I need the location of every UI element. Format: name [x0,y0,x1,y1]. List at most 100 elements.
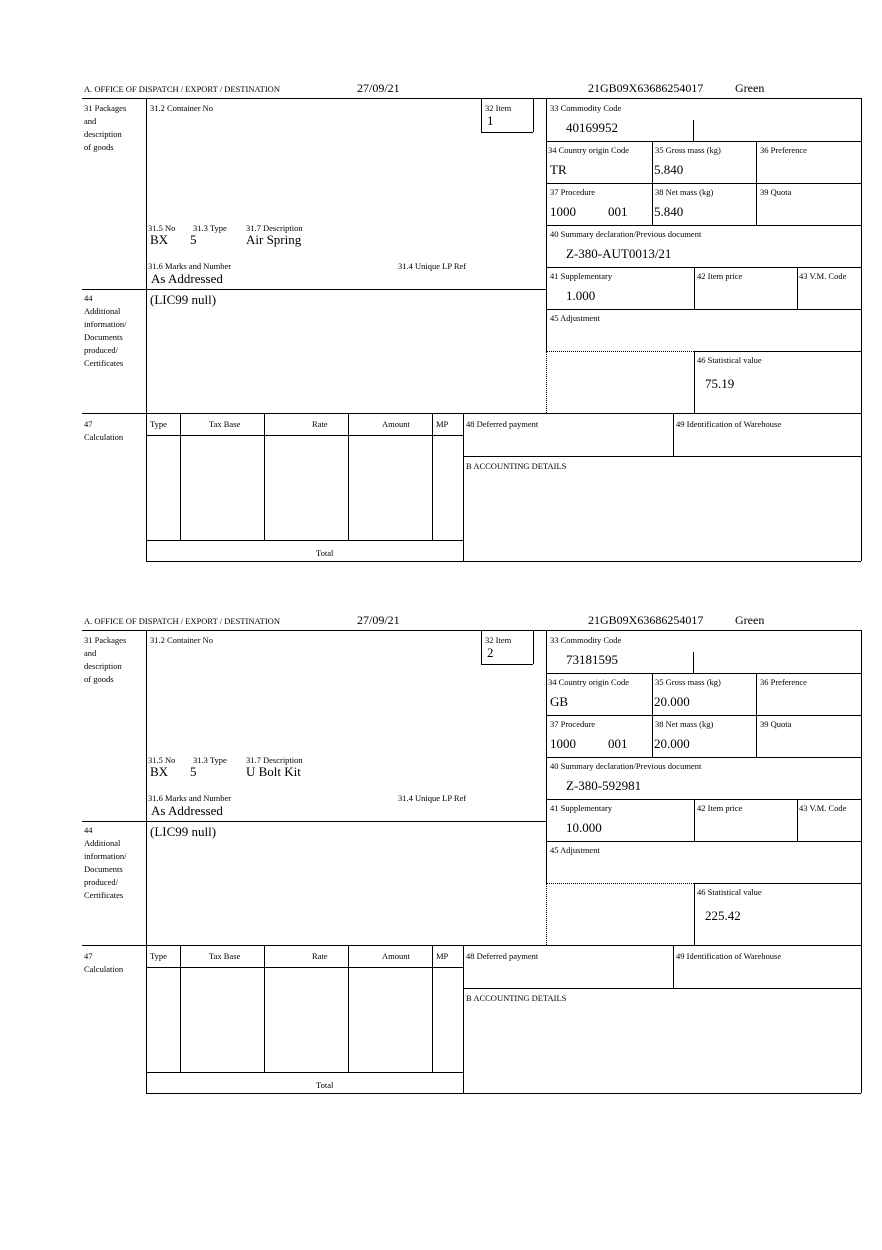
commodity-code-label: 33 Commodity Code [550,635,622,645]
rule-line [861,630,862,1093]
rule-line [180,413,181,540]
declaration-item-form: A. OFFICE OF DISPATCH / EXPORT / DESTINA… [0,612,882,1094]
office-label: A. OFFICE OF DISPATCH / EXPORT / DESTINA… [84,616,280,626]
rule-line [463,413,464,561]
calc-column-header: Amount [382,951,410,961]
rule-line [533,98,534,132]
packages-label: of goods [84,142,114,152]
additional-info-label: produced/ [84,345,118,355]
commodity-code-value: 73181595 [566,652,618,667]
rule-line [146,561,861,562]
marks-value: As Addressed [151,803,223,818]
summary-declaration-label: 40 Summary declaration/Previous document [550,229,702,239]
procedure-code: 1000 [550,736,576,751]
rule-line [694,883,695,945]
rule-line [546,183,861,184]
rule-line [546,883,547,945]
procedure-label: 37 Procedure [550,187,596,197]
marks-label: 31.6 Marks and Number [148,261,232,271]
description-label: 31.7 Description [246,223,303,233]
statistical-value-label: 46 Statistical value [697,887,762,897]
supplementary-value: 1.000 [566,288,596,303]
route-status: Green [735,81,765,95]
procedure-additional-code: 001 [608,204,628,219]
rule-line [546,841,861,842]
item-price-label: 42 Item price [697,803,743,813]
rule-line [797,799,798,841]
item-label: 32 Item [485,635,512,645]
rule-line [693,120,694,141]
preference-label: 36 Preference [760,677,807,687]
warehouse-label: 49 Identification of Warehouse [676,951,782,961]
calc-column-header: MP [436,419,449,429]
office-label: A. OFFICE OF DISPATCH / EXPORT / DESTINA… [84,84,280,94]
unique-lp-ref-label: 31.4 Unique LP Ref [398,261,467,271]
rule-line [348,413,349,540]
rule-line [463,945,464,1093]
gross-mass-value: 20.000 [654,694,690,709]
rule-line [146,540,463,541]
procedure-additional-code: 001 [608,736,628,751]
total-label: Total [316,1080,334,1090]
item-number: 1 [487,113,494,128]
calc-column-header: Rate [312,419,328,429]
additional-info-label: 44 [84,825,93,835]
rule-line [694,351,695,413]
declaration-reference: 21GB09X63686254017 [588,613,704,627]
preference-label: 36 Preference [760,145,807,155]
rule-line [481,630,482,664]
supplementary-label: 41 Supplementary [550,803,613,813]
calc-column-header: Tax Base [209,419,241,429]
rule-line [694,351,861,352]
rule-line [432,945,433,1072]
packages-label: description [84,661,122,671]
rule-line [546,267,861,268]
rule-line [797,267,798,309]
rule-line [82,289,546,290]
gross-mass-label: 35 Gross mass (kg) [655,677,721,687]
calculation-label: Calculation [84,964,124,974]
marks-label: 31.6 Marks and Number [148,793,232,803]
goods-description: U Bolt Kit [246,764,301,779]
rule-line [82,413,861,414]
quota-label: 39 Quota [760,187,792,197]
package-no-label: 31.5 No [148,223,176,233]
item-label: 32 Item [485,103,512,113]
package-type-label: 31.3 Type [193,755,227,765]
summary-declaration-value: Z-380-AUT0013/21 [566,246,672,261]
adjustment-label: 45 Adjustment [550,845,600,855]
additional-info-label: produced/ [84,877,118,887]
additional-info-label: Additional [84,306,121,316]
rule-line [694,799,695,841]
rule-line [546,673,861,674]
rule-line [146,630,147,1093]
net-mass-label: 38 Net mass (kg) [655,187,714,197]
procedure-label: 37 Procedure [550,719,596,729]
packages-label: description [84,129,122,139]
rule-line [673,413,674,456]
description-label: 31.7 Description [246,755,303,765]
rule-line [693,652,694,673]
rule-line [861,98,862,561]
package-count: 5 [190,232,197,247]
country-origin-label: 34 Country origin Code [548,145,629,155]
package-type-label: 31.3 Type [193,223,227,233]
procedure-code: 1000 [550,204,576,219]
rule-line [82,821,546,822]
rule-line [146,967,463,968]
calculation-label: Calculation [84,432,124,442]
rule-line [146,1072,463,1073]
additional-info-value: (LIC99 null) [150,292,217,307]
summary-declaration-value: Z-380-592981 [566,778,642,793]
rule-line [463,988,861,989]
additional-info-value: (LIC99 null) [150,824,217,839]
rule-line [546,309,861,310]
adjustment-label: 45 Adjustment [550,313,600,323]
rule-line [264,413,265,540]
rule-line [481,98,482,132]
deferred-payment-label: 48 Deferred payment [466,951,539,961]
rule-line [546,799,861,800]
rule-line [463,456,861,457]
rule-line [348,945,349,1072]
packages-label: and [84,648,97,658]
